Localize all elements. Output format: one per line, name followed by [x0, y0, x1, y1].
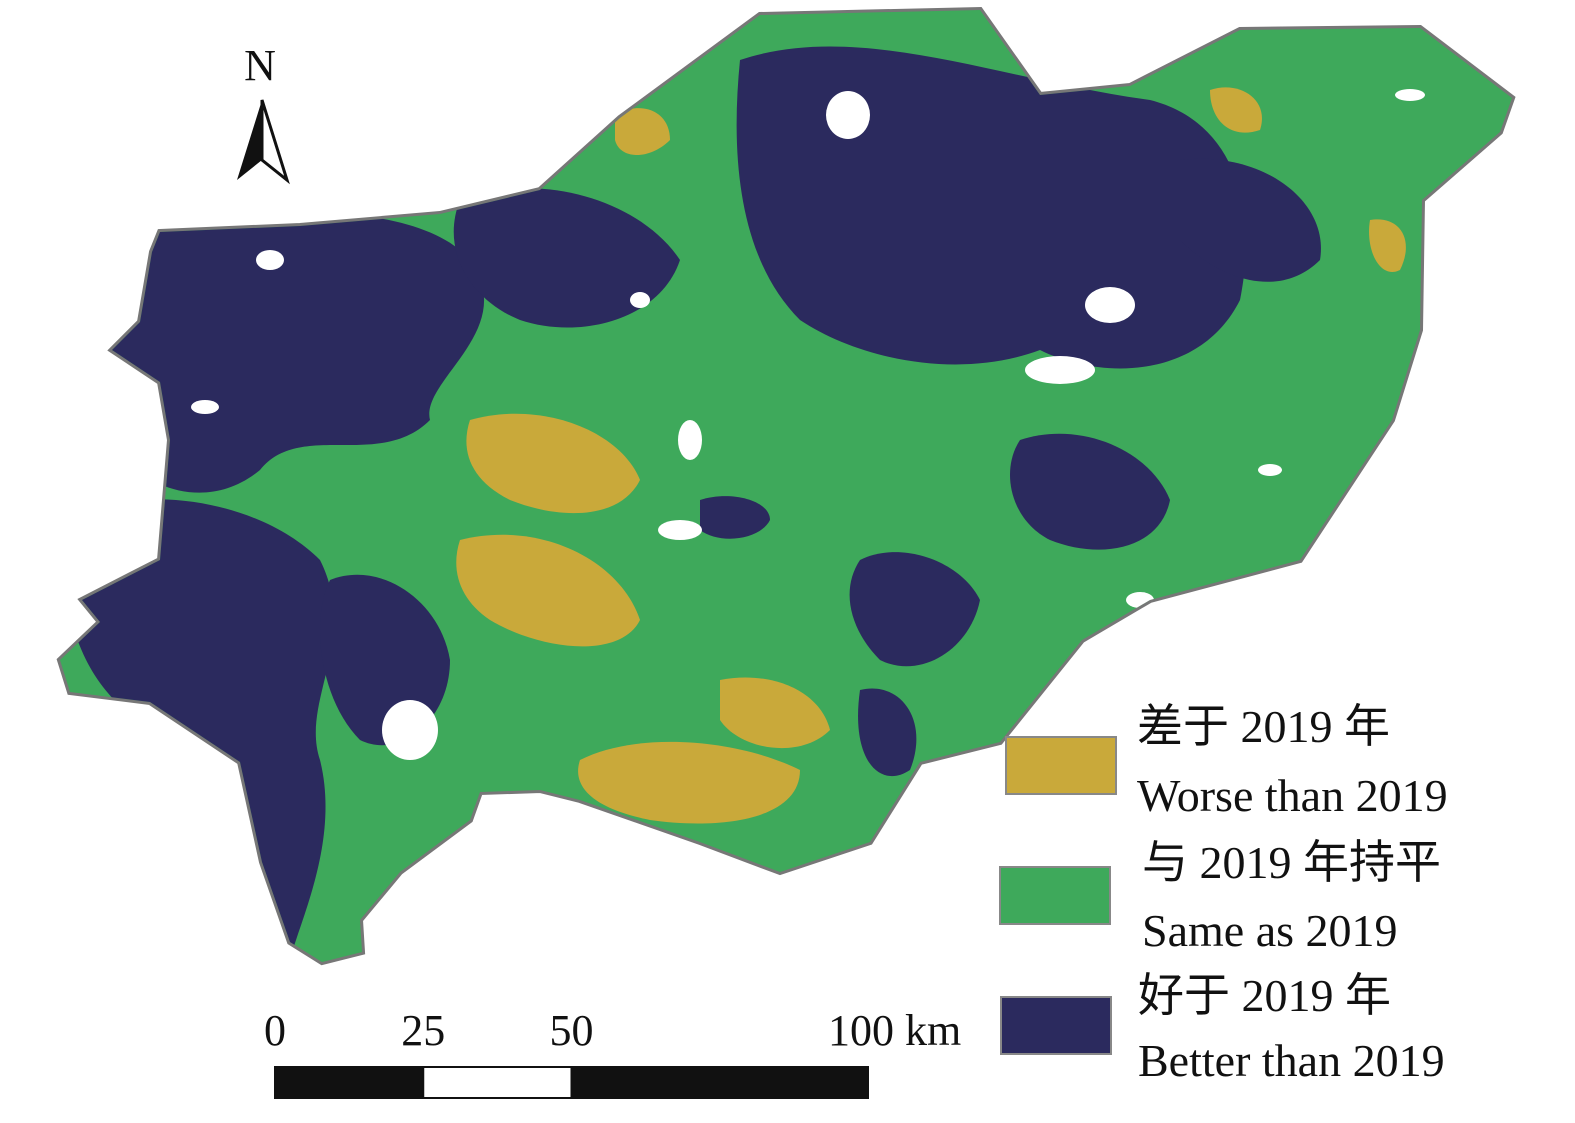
scale-label: 25 [401, 1006, 445, 1055]
north-arrow [237, 99, 290, 185]
legend-label-en: Worse than 2019 [1137, 770, 1448, 821]
scale-label: 50 [550, 1006, 594, 1055]
better-area [1180, 158, 1321, 282]
scale-label: 100 km [828, 1006, 961, 1055]
worse-area [720, 677, 830, 749]
scale-bar: 0 25 50 100 km [264, 1006, 961, 1099]
worse-area [1369, 219, 1406, 272]
scale-segment [422, 1066, 573, 1099]
legend-label-en: Same as 2019 [1142, 905, 1398, 956]
better-area [700, 496, 770, 539]
worse-area [615, 108, 670, 155]
legend-label-en: Better than 2019 [1138, 1035, 1445, 1086]
north-label: N [244, 41, 276, 90]
no-data-spots [191, 89, 1425, 760]
worse-area [466, 413, 640, 514]
legend-swatch [1000, 996, 1112, 1055]
scale-segment [274, 1066, 425, 1099]
better-area [849, 552, 980, 667]
better-area [858, 688, 917, 777]
better-area [60, 499, 335, 960]
scale-label: 0 [264, 1006, 286, 1055]
worse-area [1210, 87, 1262, 133]
legend-label-zh: 差于 2019 年 [1137, 701, 1390, 752]
legend: 差于 2019 年 Worse than 2019 与 2019 年持平 Same a… [999, 701, 1448, 1086]
legend-swatch [999, 866, 1111, 925]
legend-swatch [1005, 736, 1117, 795]
better-area [453, 188, 680, 328]
worse-area [456, 534, 640, 647]
worse-area [578, 741, 800, 824]
legend-label-zh: 好于 2019 年 [1138, 970, 1391, 1021]
better-area [100, 212, 485, 493]
legend-label-zh: 与 2019 年持平 [1142, 837, 1441, 888]
better-area [1010, 433, 1170, 550]
scale-segment [570, 1066, 869, 1099]
